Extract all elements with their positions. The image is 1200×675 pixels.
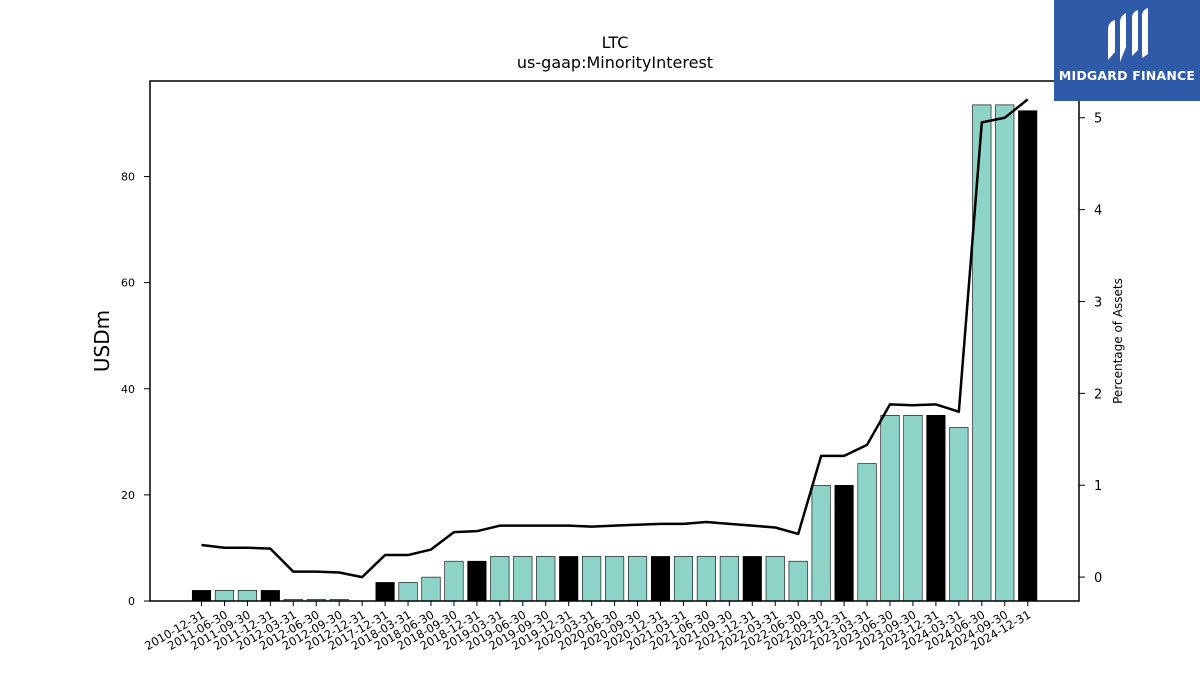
midgard-logo-icon <box>1108 8 1148 62</box>
x-axis: 2010-12-312011-06-302011-09-302011-12-31… <box>142 601 1033 653</box>
y-axis-left: 0 20 40 60 80 <box>121 171 150 608</box>
bar-group <box>191 104 1038 602</box>
bar-2017-12-31 <box>375 582 395 602</box>
bar-2020-09-30 <box>627 556 648 602</box>
y2-tick-label-0: 0 <box>1094 571 1102 586</box>
bar-2024-09-30 <box>995 104 1015 602</box>
bar-2023-12-31 <box>926 414 946 602</box>
y-tick-label-80: 80 <box>121 171 135 184</box>
y2-axis-label: Percentage of Assets <box>1111 278 1125 404</box>
bar-2018-06-30 <box>421 576 441 602</box>
bar-2019-03-31 <box>490 556 510 602</box>
bar-2023-03-31 <box>857 463 877 602</box>
y-tick-label-60: 60 <box>121 277 135 290</box>
bar-2021-03-31 <box>673 556 694 602</box>
bar-2024-12-31 <box>1018 110 1038 602</box>
bar-2022-12-31 <box>834 485 854 602</box>
y-tick-label-20: 20 <box>121 489 135 502</box>
bar-2022-03-31 <box>765 556 785 602</box>
y2-tick-label-1: 1 <box>1094 479 1102 494</box>
bar-2018-12-31 <box>467 560 487 602</box>
bar-2011-12-31 <box>260 590 280 602</box>
bar-2010-12-31 <box>191 590 212 602</box>
bar-2011-06-30 <box>214 590 234 602</box>
bar-2021-09-30 <box>719 556 739 602</box>
bar-2022-09-30 <box>811 485 831 602</box>
line-group <box>201 98 1029 579</box>
chart-subtitle: us-gaap:MinorityInterest <box>517 53 713 72</box>
y2-tick-label-2: 2 <box>1094 387 1102 402</box>
bar-2019-06-30 <box>513 556 533 602</box>
logo-text: MIDGARD FINANCE <box>1058 68 1196 83</box>
y-axis-right: 0 1 2 3 4 5 <box>1079 112 1102 586</box>
bar-2024-06-30 <box>972 104 992 602</box>
bar-2024-03-31 <box>949 427 969 602</box>
bar-2020-12-31 <box>650 556 671 602</box>
midgard-finance-logo: MIDGARD FINANCE <box>1054 0 1200 101</box>
bar-2018-03-31 <box>398 582 418 602</box>
y-tick-label-40: 40 <box>121 383 135 396</box>
bar-2020-06-30 <box>605 556 625 602</box>
bar-2019-12-31 <box>559 556 579 602</box>
bar-2011-09-30 <box>237 590 257 602</box>
bar-2023-09-30 <box>903 414 923 602</box>
y2-tick-label-3: 3 <box>1094 295 1102 310</box>
y2-tick-label-5: 5 <box>1094 112 1102 127</box>
percentage-of-assets-line <box>201 98 1029 579</box>
bar-2023-06-30 <box>880 414 900 602</box>
bar-2021-06-30 <box>696 556 716 602</box>
bar-2019-09-30 <box>536 556 556 602</box>
y-axis-label: USDm <box>90 310 114 372</box>
y-tick-label-0: 0 <box>128 595 135 608</box>
bar-2018-09-30 <box>444 560 464 602</box>
bar-2020-03-31 <box>582 556 602 602</box>
chart-title: LTC <box>602 33 629 52</box>
y2-tick-label-4: 4 <box>1094 204 1102 219</box>
bar-2022-06-30 <box>788 560 808 602</box>
bar-2021-12-31 <box>742 556 762 602</box>
